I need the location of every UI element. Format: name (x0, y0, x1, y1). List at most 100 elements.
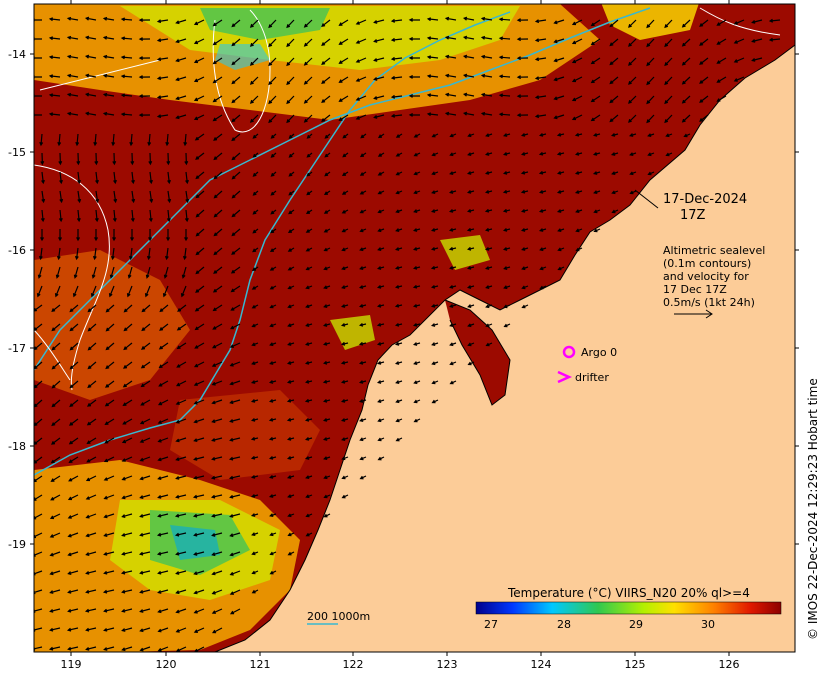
velocity-arrow (321, 76, 331, 84)
velocity-arrow (130, 152, 135, 166)
velocity-arrow (305, 379, 313, 384)
velocity-arrow (628, 57, 637, 66)
velocity-arrow (112, 152, 117, 166)
velocity-arrow (123, 323, 133, 332)
velocity-arrow (126, 285, 133, 298)
velocity-arrow (431, 171, 439, 176)
velocity-arrow (306, 190, 313, 196)
velocity-arrow (41, 171, 45, 185)
velocity-arrow (51, 304, 61, 312)
velocity-arrow (516, 113, 529, 118)
velocity-arrow (498, 93, 511, 98)
velocity-arrow (516, 18, 529, 23)
velocity-arrow (305, 304, 313, 309)
velocity-arrow (430, 246, 439, 251)
velocity-arrow (104, 399, 115, 407)
velocity-arrow (538, 228, 547, 232)
velocity-arrow (466, 265, 475, 270)
velocity-arrow (359, 190, 367, 195)
velocity-arrow (467, 323, 475, 328)
velocity-arrow (103, 532, 115, 537)
velocity-arrow (249, 57, 259, 66)
velocity-arrow (305, 532, 313, 537)
velocity-arrow (683, 133, 691, 138)
velocity-arrow (212, 285, 223, 293)
velocity-arrow (121, 532, 133, 537)
velocity-arrow (68, 437, 79, 445)
velocity-arrow (287, 342, 295, 346)
velocity-arrow (193, 589, 205, 595)
velocity-arrow (69, 361, 79, 370)
velocity-arrow (231, 114, 241, 123)
velocity-arrow (90, 285, 97, 298)
velocity-arrow (322, 323, 331, 327)
velocity-arrow (95, 171, 99, 185)
velocity-arrow (138, 56, 151, 61)
velocity-arrow (40, 209, 45, 223)
velocity-arrow (322, 417, 331, 422)
velocity-arrow (359, 228, 367, 233)
velocity-arrow (86, 418, 97, 426)
velocity-arrow (121, 589, 133, 594)
velocity-arrow (85, 646, 97, 651)
velocity-arrow (485, 227, 493, 232)
velocity-arrow (34, 17, 43, 22)
velocity-arrow (211, 456, 223, 461)
velocity-arrow (148, 229, 153, 242)
velocity-arrow (229, 437, 241, 442)
velocity-arrow (270, 152, 277, 158)
velocity-arrow (138, 37, 151, 42)
velocity-arrow (358, 303, 367, 308)
velocity-arrow (157, 589, 169, 594)
velocity-arrow (249, 76, 259, 85)
velocity-arrow (647, 152, 655, 157)
velocity-arrow (430, 284, 439, 289)
velocity-arrow (574, 171, 583, 175)
velocity-arrow (269, 551, 277, 556)
velocity-arrow (553, 38, 565, 44)
velocity-arrow (113, 171, 117, 185)
velocity-arrow (69, 304, 79, 313)
velocity-arrow (76, 229, 81, 242)
velocity-arrow (768, 37, 781, 42)
velocity-arrow (76, 209, 81, 223)
velocity-arrow (611, 209, 619, 214)
velocity-arrow (213, 190, 223, 199)
velocity-arrow (467, 246, 475, 251)
velocity-arrow (69, 418, 79, 426)
velocity-arrow (185, 171, 189, 185)
velocity-arrow (394, 247, 403, 251)
velocity-arrow (195, 266, 205, 275)
velocity-arrow (449, 380, 457, 385)
velocity-arrow (69, 342, 79, 351)
velocity-arrow (112, 229, 117, 242)
velocity-arrow (270, 190, 277, 196)
velocity-arrow (395, 209, 403, 214)
velocity-arrow (341, 190, 349, 195)
velocity-arrow (609, 114, 619, 123)
velocity-arrow (395, 152, 403, 157)
velocity-arrow (85, 475, 97, 482)
velocity-arrow (394, 284, 403, 289)
velocity-arrow (269, 304, 277, 309)
velocity-arrow (395, 418, 403, 423)
velocity-arrow (122, 380, 133, 388)
velocity-arrow (444, 16, 457, 21)
velocity-arrow (249, 38, 259, 47)
velocity-arrow (466, 227, 475, 232)
velocity-arrow (359, 247, 367, 252)
velocity-arrow (498, 55, 511, 60)
velocity-arrow (485, 342, 493, 347)
velocity-arrow (270, 133, 277, 139)
velocity-arrow (69, 380, 79, 389)
velocity-arrow (229, 570, 241, 576)
velocity-arrow (664, 38, 673, 48)
velocity-arrow (128, 247, 133, 261)
velocity-arrow (74, 247, 79, 261)
velocity-arrow (341, 285, 349, 289)
velocity-arrow (211, 608, 223, 614)
velocity-arrow (358, 399, 367, 403)
velocity-arrow (664, 57, 673, 67)
velocity-arrow (373, 76, 385, 81)
velocity-arrow (40, 229, 45, 242)
